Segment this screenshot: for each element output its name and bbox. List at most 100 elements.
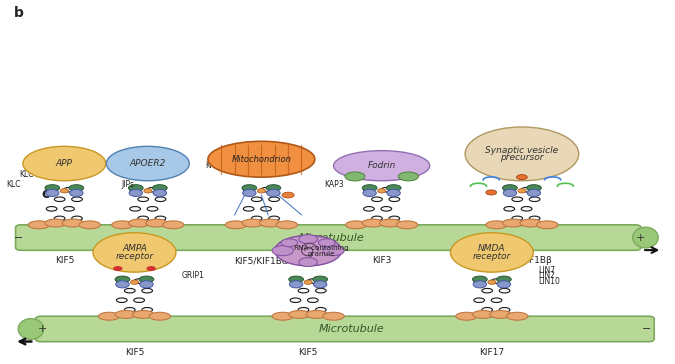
Text: −: −	[642, 324, 651, 334]
Ellipse shape	[112, 221, 133, 229]
Text: receptor: receptor	[115, 252, 154, 261]
Ellipse shape	[290, 298, 301, 302]
Text: NMDA: NMDA	[478, 244, 506, 253]
Ellipse shape	[290, 279, 301, 283]
Ellipse shape	[504, 189, 516, 197]
Ellipse shape	[364, 206, 374, 211]
Text: KIF17: KIF17	[479, 348, 504, 357]
Ellipse shape	[60, 189, 68, 193]
Ellipse shape	[526, 185, 541, 191]
Ellipse shape	[497, 276, 511, 282]
Ellipse shape	[537, 221, 558, 229]
Ellipse shape	[134, 298, 144, 302]
Ellipse shape	[153, 185, 167, 191]
Ellipse shape	[47, 187, 57, 192]
Ellipse shape	[257, 189, 265, 193]
Ellipse shape	[506, 312, 528, 320]
Ellipse shape	[124, 288, 135, 293]
Ellipse shape	[346, 221, 367, 229]
Ellipse shape	[379, 219, 401, 227]
Ellipse shape	[398, 172, 418, 181]
Ellipse shape	[54, 216, 65, 221]
Ellipse shape	[266, 185, 281, 191]
Ellipse shape	[503, 185, 517, 191]
Ellipse shape	[243, 189, 256, 197]
Ellipse shape	[472, 310, 494, 318]
Ellipse shape	[289, 276, 304, 282]
Ellipse shape	[267, 189, 280, 197]
Text: KIF5: KIF5	[138, 256, 157, 265]
Ellipse shape	[63, 206, 74, 211]
Ellipse shape	[132, 310, 154, 318]
Ellipse shape	[386, 185, 401, 191]
Ellipse shape	[372, 197, 382, 202]
Ellipse shape	[208, 141, 315, 177]
Ellipse shape	[146, 219, 167, 227]
Ellipse shape	[486, 221, 507, 229]
Ellipse shape	[242, 219, 263, 227]
Text: b: b	[14, 6, 24, 20]
Ellipse shape	[163, 221, 184, 229]
Ellipse shape	[450, 233, 533, 272]
Text: Synaptic vesicle: Synaptic vesicle	[485, 146, 558, 155]
Ellipse shape	[272, 246, 294, 256]
Ellipse shape	[261, 187, 271, 192]
Ellipse shape	[472, 276, 487, 282]
Ellipse shape	[115, 281, 129, 288]
Ellipse shape	[504, 187, 514, 192]
Ellipse shape	[275, 236, 342, 266]
Ellipse shape	[362, 219, 383, 227]
Text: receptor: receptor	[472, 252, 511, 261]
Ellipse shape	[389, 216, 400, 221]
Ellipse shape	[345, 172, 365, 181]
Ellipse shape	[488, 280, 496, 284]
Ellipse shape	[142, 288, 153, 293]
Ellipse shape	[70, 189, 83, 197]
Ellipse shape	[308, 298, 318, 302]
Ellipse shape	[504, 206, 514, 211]
Ellipse shape	[116, 298, 127, 302]
Ellipse shape	[242, 185, 256, 191]
Ellipse shape	[319, 239, 335, 247]
Text: GRIP1: GRIP1	[181, 271, 204, 280]
Ellipse shape	[298, 288, 309, 293]
Ellipse shape	[149, 312, 171, 320]
Ellipse shape	[313, 276, 327, 282]
Ellipse shape	[130, 280, 138, 284]
Ellipse shape	[491, 279, 502, 283]
Ellipse shape	[116, 279, 127, 283]
Ellipse shape	[130, 187, 140, 192]
Ellipse shape	[527, 189, 541, 197]
Ellipse shape	[474, 279, 485, 283]
Ellipse shape	[503, 219, 524, 227]
Ellipse shape	[62, 219, 84, 227]
FancyBboxPatch shape	[16, 225, 641, 250]
Text: +: +	[635, 233, 645, 242]
Ellipse shape	[147, 206, 158, 211]
Ellipse shape	[93, 233, 176, 272]
Ellipse shape	[251, 216, 262, 221]
Text: −: −	[14, 233, 24, 242]
Text: Fodrin: Fodrin	[367, 161, 396, 170]
Ellipse shape	[396, 221, 418, 229]
Text: KIF5/KIF1Bα: KIF5/KIF1Bα	[234, 256, 288, 265]
Ellipse shape	[281, 239, 298, 247]
Text: KAP3: KAP3	[205, 161, 225, 170]
Ellipse shape	[299, 258, 317, 266]
Text: Microtubule: Microtubule	[319, 324, 385, 334]
Ellipse shape	[486, 190, 497, 195]
Text: KIF3: KIF3	[372, 256, 391, 265]
Ellipse shape	[529, 216, 540, 221]
Text: Mitochondrion: Mitochondrion	[232, 155, 292, 164]
Ellipse shape	[529, 197, 540, 202]
Ellipse shape	[54, 197, 65, 202]
Ellipse shape	[304, 280, 312, 284]
Ellipse shape	[313, 281, 327, 288]
Circle shape	[113, 266, 122, 271]
Ellipse shape	[364, 187, 374, 192]
Text: LIN2: LIN2	[539, 271, 556, 280]
Ellipse shape	[45, 185, 59, 191]
Ellipse shape	[99, 312, 119, 320]
Ellipse shape	[272, 312, 294, 320]
Ellipse shape	[115, 310, 136, 318]
